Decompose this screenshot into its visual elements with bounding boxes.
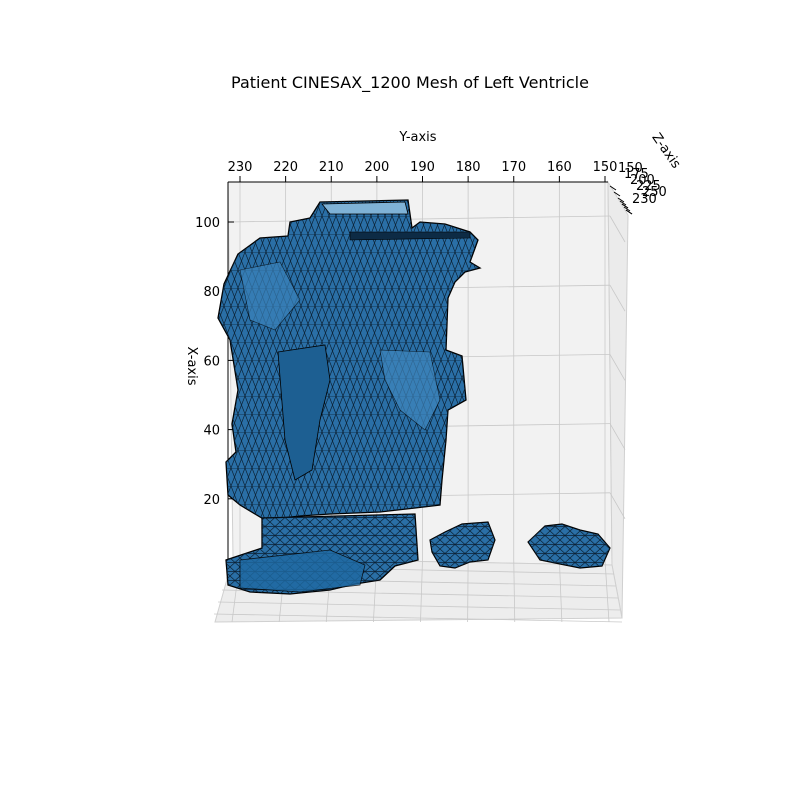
y-axis-ticks: 230 220 210 200 190 180 170 160 150 xyxy=(228,160,618,182)
z-axis-label: Z-axis xyxy=(648,131,683,172)
mesh-main xyxy=(218,200,480,520)
x-axis-label: X-axis xyxy=(184,347,199,386)
x-tick-label: 60 xyxy=(203,354,220,369)
y-tick-label: 180 xyxy=(456,160,481,175)
y-tick-label: 150 xyxy=(593,160,618,175)
y-tick-label: 170 xyxy=(501,160,526,175)
x-tick-label: 40 xyxy=(203,424,220,439)
y-axis-label: Y-axis xyxy=(398,130,436,145)
y-tick-label: 190 xyxy=(410,160,435,175)
y-tick-label: 230 xyxy=(228,160,253,175)
x-tick-label: 80 xyxy=(203,285,220,300)
y-tick-label: 220 xyxy=(273,160,298,175)
chart-title: Patient CINESAX_1200 Mesh of Left Ventri… xyxy=(231,73,589,93)
y-tick-label: 200 xyxy=(364,160,389,175)
x-tick-label: 20 xyxy=(203,493,220,508)
z-tick-label: 230 xyxy=(632,192,657,207)
x-tick-label: 100 xyxy=(195,216,220,231)
y-tick-label: 160 xyxy=(547,160,572,175)
y-tick-label: 210 xyxy=(319,160,344,175)
grid-line-floor xyxy=(468,560,469,622)
